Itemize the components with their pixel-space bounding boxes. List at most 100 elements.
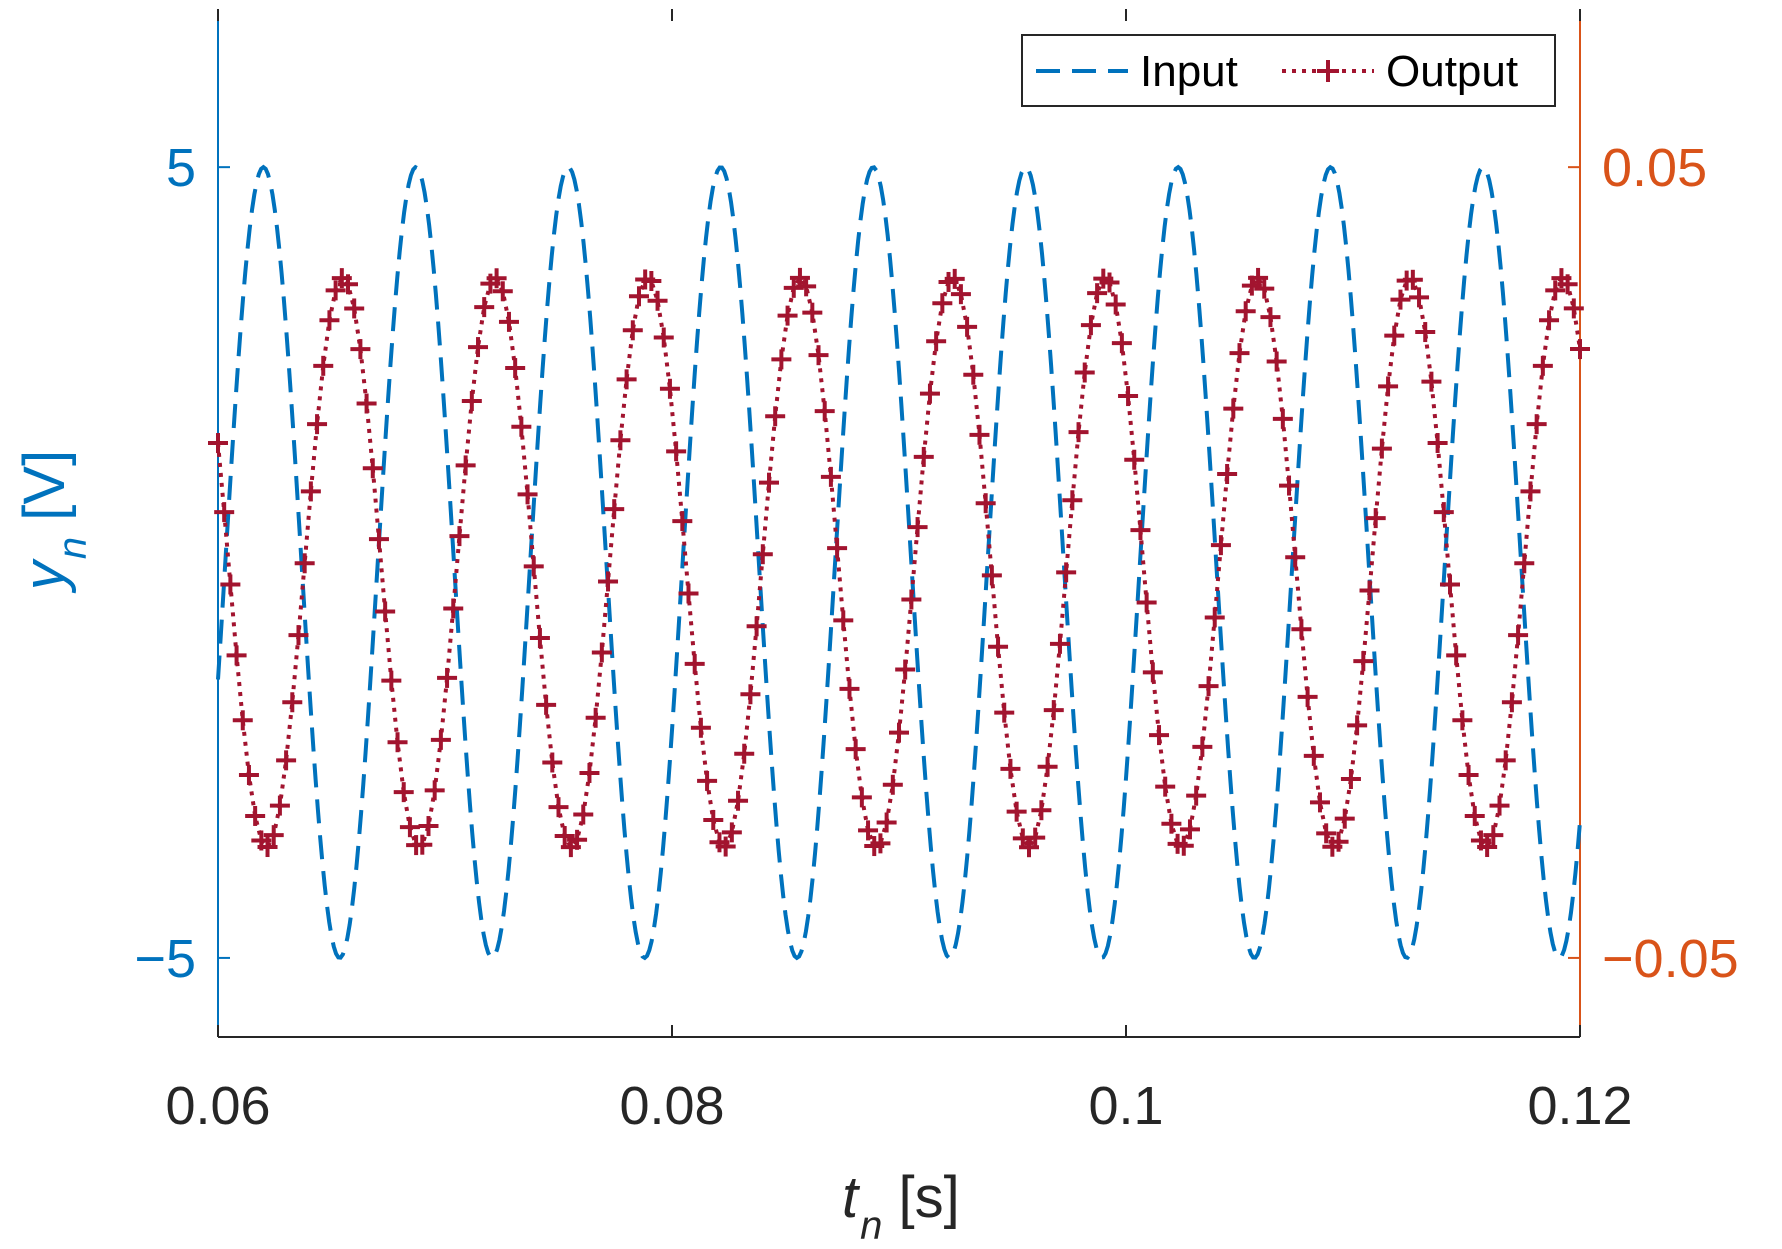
output-marker <box>1464 805 1485 826</box>
output-marker <box>356 393 377 414</box>
output-marker <box>1570 339 1590 360</box>
output-marker <box>641 271 662 292</box>
output-marker <box>839 678 860 699</box>
output-marker <box>870 833 891 854</box>
output-marker <box>1074 362 1095 383</box>
output-marker <box>437 667 458 688</box>
output-marker <box>802 302 823 323</box>
output-marker <box>845 739 866 760</box>
output-marker <box>1489 795 1510 816</box>
output-marker <box>387 732 408 753</box>
output-marker <box>226 645 247 666</box>
y-right-tick-label: −0.05 <box>1602 929 1739 989</box>
plot-area <box>217 9 1581 1038</box>
output-marker <box>517 484 538 505</box>
output-marker <box>1229 343 1250 364</box>
output-marker <box>975 493 996 514</box>
output-marker <box>1433 502 1454 523</box>
output-marker <box>1439 574 1460 595</box>
output-marker <box>238 765 259 786</box>
output-marker <box>647 290 668 311</box>
svg-text:yn [V]: yn [V] <box>12 450 95 594</box>
output-marker <box>350 339 371 360</box>
x-axis-title: tn [s] <box>842 1165 960 1248</box>
output-marker <box>1179 819 1200 840</box>
output-marker <box>1254 278 1275 299</box>
output-marker <box>1297 686 1318 707</box>
output-marker <box>1520 481 1541 502</box>
output-marker <box>740 684 761 705</box>
output-marker <box>833 610 854 631</box>
output-marker <box>542 752 563 773</box>
output-marker <box>758 472 779 493</box>
output-marker <box>1173 835 1194 856</box>
output-marker <box>1452 710 1473 731</box>
x-tick-label: 0.08 <box>619 1076 724 1136</box>
output-marker <box>573 804 594 825</box>
output-marker <box>981 565 1002 586</box>
output-marker <box>734 743 755 764</box>
output-marker <box>1149 725 1170 746</box>
series-input-line <box>216 164 1582 961</box>
legend-input-label: Input <box>1140 47 1238 96</box>
output-marker <box>1235 301 1256 322</box>
output-marker <box>220 574 241 595</box>
output-marker <box>777 305 798 326</box>
output-marker <box>1446 645 1467 666</box>
output-marker <box>1248 267 1269 288</box>
output-marker <box>412 834 433 855</box>
output-marker <box>659 378 680 399</box>
output-marker <box>919 383 940 404</box>
output-marker <box>827 538 848 559</box>
output-marker <box>1272 408 1293 429</box>
output-marker <box>486 268 507 289</box>
y-axis-title: yn [V] <box>12 450 95 594</box>
legend-output-marker <box>1317 60 1339 82</box>
output-marker <box>449 526 470 547</box>
output-marker <box>703 809 724 830</box>
output-marker <box>511 416 532 437</box>
output-marker <box>814 401 835 422</box>
output-marker <box>820 466 841 487</box>
output-marker <box>678 583 699 604</box>
output-marker <box>604 499 625 520</box>
output-marker <box>1087 283 1108 304</box>
y-left-tick-label: 5 <box>166 138 196 198</box>
output-marker <box>610 430 631 451</box>
output-marker <box>461 391 482 412</box>
output-marker <box>232 710 253 731</box>
y-axis-title-sub: n <box>51 537 95 559</box>
output-marker <box>1192 736 1213 757</box>
output-marker <box>492 281 513 302</box>
output-marker <box>672 511 693 532</box>
output-marker <box>1532 355 1553 376</box>
output-marker <box>1347 715 1368 736</box>
svg-text:tn [s]: tn [s] <box>842 1165 960 1248</box>
output-marker <box>876 812 897 833</box>
output-marker <box>684 653 705 674</box>
output-marker <box>1303 745 1324 766</box>
legend-box <box>1021 34 1556 107</box>
output-marker <box>1000 758 1021 779</box>
x-tick-label: 0.1 <box>1088 1076 1163 1136</box>
output-marker <box>963 364 984 385</box>
x-axis-title-sub: n <box>860 1204 882 1248</box>
output-marker <box>1508 625 1529 646</box>
x-tick-label: 0.06 <box>165 1076 270 1136</box>
output-marker <box>1340 768 1361 789</box>
output-marker <box>1378 376 1399 397</box>
output-marker <box>344 298 365 319</box>
output-marker <box>1539 310 1560 331</box>
output-marker <box>579 762 600 783</box>
output-marker <box>468 337 489 358</box>
output-marker <box>1049 633 1070 654</box>
output-marker <box>548 797 569 818</box>
output-marker <box>1099 272 1120 293</box>
output-marker <box>474 297 495 318</box>
output-marker <box>1477 837 1498 858</box>
output-marker <box>1458 764 1479 785</box>
output-marker <box>882 774 903 795</box>
x-tick-label: 0.12 <box>1527 1076 1632 1136</box>
x-axis-title-var: t <box>842 1165 861 1230</box>
